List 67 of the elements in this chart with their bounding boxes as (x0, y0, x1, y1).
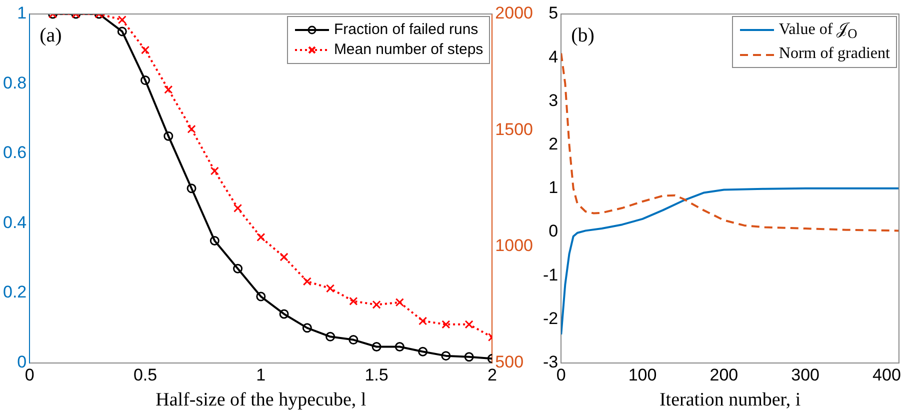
point (349, 296, 358, 306)
y-tick-label: 0.8 (2, 73, 27, 92)
point (372, 342, 382, 352)
y-tick-label: 3 (548, 90, 558, 110)
x-tick-label: 2 (487, 366, 497, 385)
point (140, 76, 150, 86)
point (302, 277, 312, 286)
y-tick-label: -3 (542, 352, 558, 372)
x-tick-label: 400 (872, 366, 901, 385)
x-axis-title: Half-size of the hypecube, l (156, 390, 366, 411)
y-tick-label: 0.6 (2, 143, 27, 162)
y-tick-label: -1 (542, 265, 558, 284)
legend-label: Fraction of failed runs (334, 21, 478, 38)
point (464, 320, 474, 329)
point (326, 284, 335, 293)
point (164, 131, 174, 141)
point (418, 316, 428, 326)
point (441, 351, 451, 361)
y-tick-label: 0 (17, 352, 27, 372)
point (118, 16, 126, 24)
x-tick-label: 200 (710, 366, 738, 385)
y-tick-label: 5 (548, 4, 558, 23)
point (464, 352, 474, 362)
point (256, 292, 266, 302)
y2-tick-label: 1500 (495, 120, 534, 139)
point (394, 342, 404, 352)
y-tick-label: 0.4 (2, 212, 27, 232)
x-axis-title: Iteration number, i (659, 390, 801, 411)
x-tick-label: 1.5 (364, 366, 388, 385)
y-tick-label: 1 (548, 178, 558, 198)
y-tick-label: 0 (548, 222, 558, 241)
point (140, 46, 150, 54)
legend-label: Value of 𝒥$_{O}$ (778, 21, 858, 42)
point (280, 252, 288, 262)
y-tick-label: 0.2 (2, 282, 27, 302)
x-tick-label: 300 (791, 366, 820, 385)
y2-tick-label: 1000 (495, 236, 534, 256)
point (186, 184, 196, 194)
point (372, 300, 381, 309)
point (233, 204, 242, 212)
x-tick-label: 0.5 (133, 366, 158, 385)
y-tick-label: 4 (548, 47, 558, 66)
point (418, 346, 428, 356)
point (279, 309, 289, 319)
x-tick-label: 1 (256, 366, 266, 385)
annotation: (b) (571, 24, 594, 46)
legend-label: Mean number of steps (334, 41, 484, 58)
y-tick-label: 2 (548, 134, 558, 154)
y2-tick-label: 500 (495, 352, 524, 372)
y-tick-label: -2 (542, 308, 558, 328)
point (302, 323, 312, 333)
point (210, 236, 220, 246)
point (348, 335, 358, 345)
point (164, 85, 173, 94)
point (395, 298, 404, 307)
x-tick-label: 100 (628, 366, 657, 385)
y2-tick-label: 2000 (495, 4, 534, 23)
point (210, 166, 219, 176)
point (117, 26, 127, 36)
annotation: (a) (40, 24, 62, 46)
point (442, 320, 450, 329)
point (326, 332, 336, 342)
point (256, 232, 266, 242)
legend-label: Norm of gradient (778, 45, 890, 62)
point (187, 124, 196, 134)
y-tick-label: 1 (17, 4, 27, 23)
point (233, 264, 243, 274)
